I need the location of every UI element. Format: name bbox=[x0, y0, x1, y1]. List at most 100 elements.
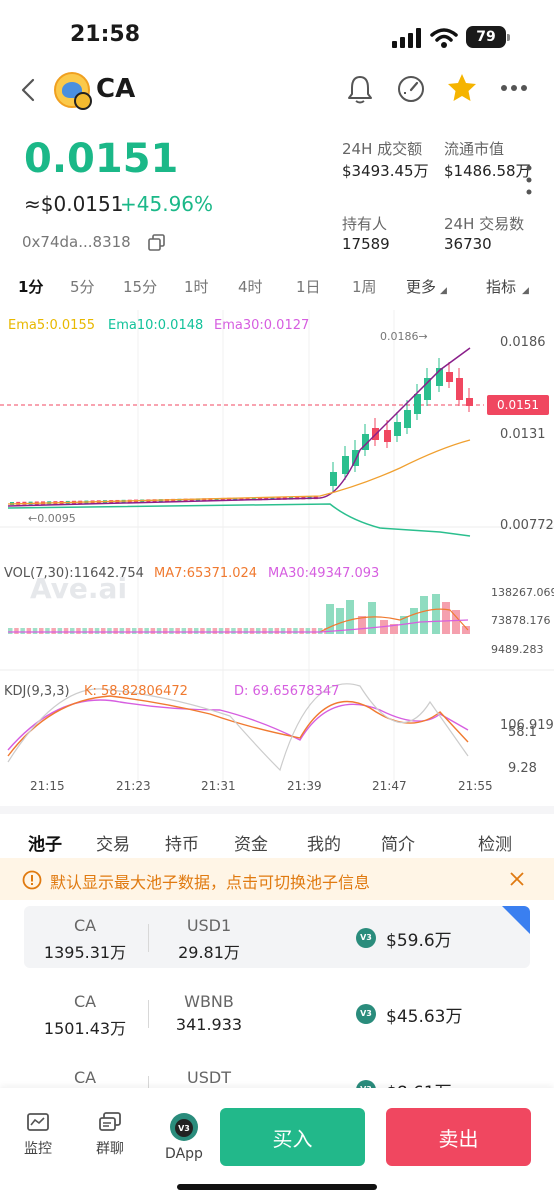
gauge-icon[interactable] bbox=[396, 74, 426, 104]
detail-tabs: 池子 交易 持币 资金 我的 简介 检测 bbox=[0, 806, 554, 863]
star-icon[interactable] bbox=[446, 72, 478, 104]
candle bbox=[245, 497, 250, 501]
stats-more-icon[interactable] bbox=[526, 164, 532, 200]
volume-bar bbox=[88, 628, 94, 634]
vol-label: VOL(7,30):11642.754 bbox=[4, 566, 144, 581]
candle bbox=[264, 497, 269, 501]
pool-token1-symbol: CA bbox=[73, 916, 97, 935]
interval-15m[interactable]: 15分 bbox=[123, 278, 158, 296]
sell-button[interactable]: 卖出 bbox=[386, 1108, 531, 1166]
ma30-line bbox=[8, 619, 469, 633]
stat-value-volume: $3493.45万 bbox=[342, 162, 429, 180]
volume-bar bbox=[20, 628, 25, 634]
back-icon[interactable] bbox=[20, 78, 36, 102]
candle bbox=[456, 378, 463, 400]
kdj-label: KDJ(9,3,3) bbox=[4, 684, 70, 699]
close-icon[interactable] bbox=[510, 872, 524, 886]
volume-bar bbox=[8, 628, 13, 634]
x-label-5: 21:47 bbox=[372, 779, 407, 793]
volume-bar bbox=[346, 600, 354, 634]
pool-row[interactable]: CA 1395.31万 USD1 29.81万 V3 $59.6万 bbox=[24, 906, 530, 968]
y-label-low: 0.00772 bbox=[500, 518, 554, 533]
token-name: CA bbox=[96, 74, 136, 104]
volume-bar bbox=[132, 628, 137, 634]
buy-button[interactable]: 买入 bbox=[220, 1108, 365, 1166]
volume-bar bbox=[14, 628, 19, 634]
y-label-mid: 0.0131 bbox=[500, 427, 546, 442]
volume-bar bbox=[206, 628, 211, 634]
price-chart[interactable]: Ave.ai bbox=[0, 310, 554, 800]
candle bbox=[394, 422, 401, 436]
more-caret-icon: ◢ bbox=[440, 286, 447, 296]
volume-bar bbox=[231, 628, 236, 634]
nav-dapp[interactable]: V3 DApp bbox=[154, 1112, 214, 1162]
current-price: 0.0151 bbox=[24, 136, 179, 182]
volume-bar bbox=[368, 602, 376, 634]
volume-bar bbox=[113, 628, 118, 634]
ma7-label: MA7:65371.024 bbox=[154, 566, 258, 581]
tab-intro[interactable]: 简介 bbox=[381, 835, 415, 855]
candle bbox=[362, 434, 369, 450]
tab-holders[interactable]: 持币 bbox=[165, 835, 199, 855]
home-indicator bbox=[177, 1184, 377, 1190]
pool-liquidity: $59.6万 bbox=[386, 931, 452, 951]
tab-funds[interactable]: 资金 bbox=[234, 835, 268, 855]
svg-text:V3: V3 bbox=[178, 1124, 190, 1133]
pool-token2-symbol: WBNB bbox=[184, 992, 234, 1011]
volume-bar bbox=[181, 628, 187, 634]
x-label-4: 21:39 bbox=[287, 779, 322, 793]
token-logo bbox=[54, 72, 92, 110]
selected-check-icon bbox=[502, 906, 530, 934]
candle bbox=[466, 398, 473, 406]
nav-chat[interactable]: 群聊 bbox=[80, 1112, 140, 1158]
interval-1h[interactable]: 1时 bbox=[184, 278, 209, 296]
candle bbox=[446, 372, 453, 382]
candle bbox=[384, 430, 391, 442]
volume-bar bbox=[262, 628, 267, 634]
indicator-button[interactable]: 指标 bbox=[486, 278, 517, 296]
tab-mine[interactable]: 我的 bbox=[307, 835, 341, 855]
candle bbox=[270, 496, 275, 500]
battery-indicator: 79 bbox=[466, 26, 510, 48]
tab-trades[interactable]: 交易 bbox=[96, 835, 130, 855]
volume-bar bbox=[163, 628, 168, 634]
volume-bar bbox=[256, 628, 261, 634]
candle bbox=[258, 497, 262, 501]
candle bbox=[404, 410, 411, 428]
interval-more[interactable]: 更多 bbox=[406, 278, 437, 296]
interval-1m[interactable]: 1分 bbox=[18, 278, 44, 296]
nav-monitor[interactable]: 监控 bbox=[8, 1112, 68, 1158]
pool-notice[interactable]: 默认显示最大池子数据，点击可切换池子信息 bbox=[0, 858, 554, 900]
volume-bar bbox=[212, 628, 218, 634]
kdj-k-line bbox=[7, 695, 469, 757]
y-label-high: 0.0186 bbox=[500, 335, 546, 350]
warning-icon bbox=[22, 870, 42, 890]
tab-pools[interactable]: 池子 bbox=[28, 835, 62, 855]
interval-1d[interactable]: 1日 bbox=[296, 278, 321, 296]
volume-bar bbox=[225, 628, 230, 634]
volume-bar bbox=[156, 628, 162, 634]
copy-icon[interactable] bbox=[148, 234, 166, 252]
v3-badge-icon: V3 bbox=[356, 1004, 376, 1024]
candle bbox=[342, 456, 349, 474]
interval-tabs: 1分 5分 15分 1时 4时 1日 1周 更多 ◢ 指标 ◢ bbox=[0, 276, 554, 302]
volume-bar bbox=[51, 628, 56, 634]
interval-5m[interactable]: 5分 bbox=[70, 278, 95, 296]
v3-badge-icon: V3 bbox=[356, 928, 376, 948]
interval-4h[interactable]: 4时 bbox=[238, 278, 263, 296]
interval-1w[interactable]: 1周 bbox=[352, 278, 377, 296]
wifi-icon bbox=[430, 28, 458, 48]
ema5-label: Ema5:0.0155 bbox=[8, 318, 95, 333]
vol-axis-low: 9489.283 bbox=[491, 643, 544, 656]
more-icon[interactable] bbox=[500, 84, 528, 92]
nav-monitor-label: 监控 bbox=[24, 1141, 52, 1157]
volume-bar bbox=[175, 628, 180, 634]
volume-bar bbox=[32, 628, 38, 634]
candle bbox=[189, 498, 194, 502]
tab-audit[interactable]: 检测 bbox=[478, 835, 512, 855]
bell-icon[interactable] bbox=[346, 74, 374, 104]
peak-price-label: 0.0186→ bbox=[380, 330, 428, 343]
volume-bar bbox=[94, 628, 100, 634]
volume-bar bbox=[57, 628, 63, 634]
pool-row[interactable]: CA 1501.43万 WBNB 341.933 V3 $45.63万 bbox=[24, 982, 530, 1044]
